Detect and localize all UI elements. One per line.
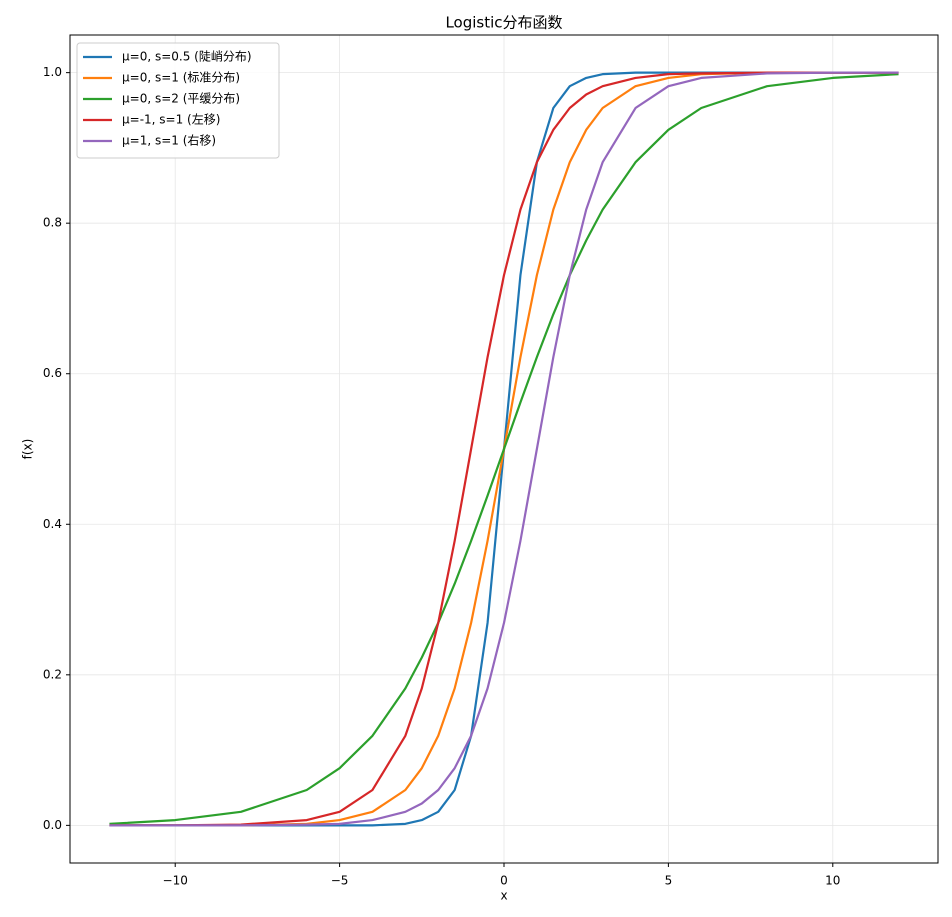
plot-frame [69,34,939,864]
legend-label: μ=-1, s=1 (左移) [122,112,220,127]
y-tick-label: 0.8 [43,216,62,230]
series-line [109,71,899,827]
series-line [109,73,899,825]
x-tick-label: 5 [665,874,673,888]
legend-label: μ=0, s=2 (平缓分布) [122,92,240,106]
y-tick-label: 0.6 [43,366,62,380]
legend-label: μ=1, s=1 (右移) [122,133,216,148]
x-tick-label: 10 [825,874,840,888]
chart-title: Logistic分布函数 [445,14,562,32]
x-axis-label: x [500,889,507,903]
y-axis-label: f(x) [21,439,35,460]
y-tick-label: 0.4 [43,517,62,531]
y-tick-label: 0.0 [43,818,62,832]
x-tick-label: −10 [163,874,188,888]
legend-box [76,42,280,159]
y-tick-label: 1.0 [43,65,62,79]
y-tick-label: 0.2 [43,667,62,681]
legend-label: μ=0, s=1 (标准分布) [122,71,240,85]
x-tick-label: −5 [331,874,349,888]
series-line [109,71,899,827]
legend-label: μ=0, s=0.5 (陡峭分布) [122,50,252,64]
x-tick-label: 0 [500,874,508,888]
